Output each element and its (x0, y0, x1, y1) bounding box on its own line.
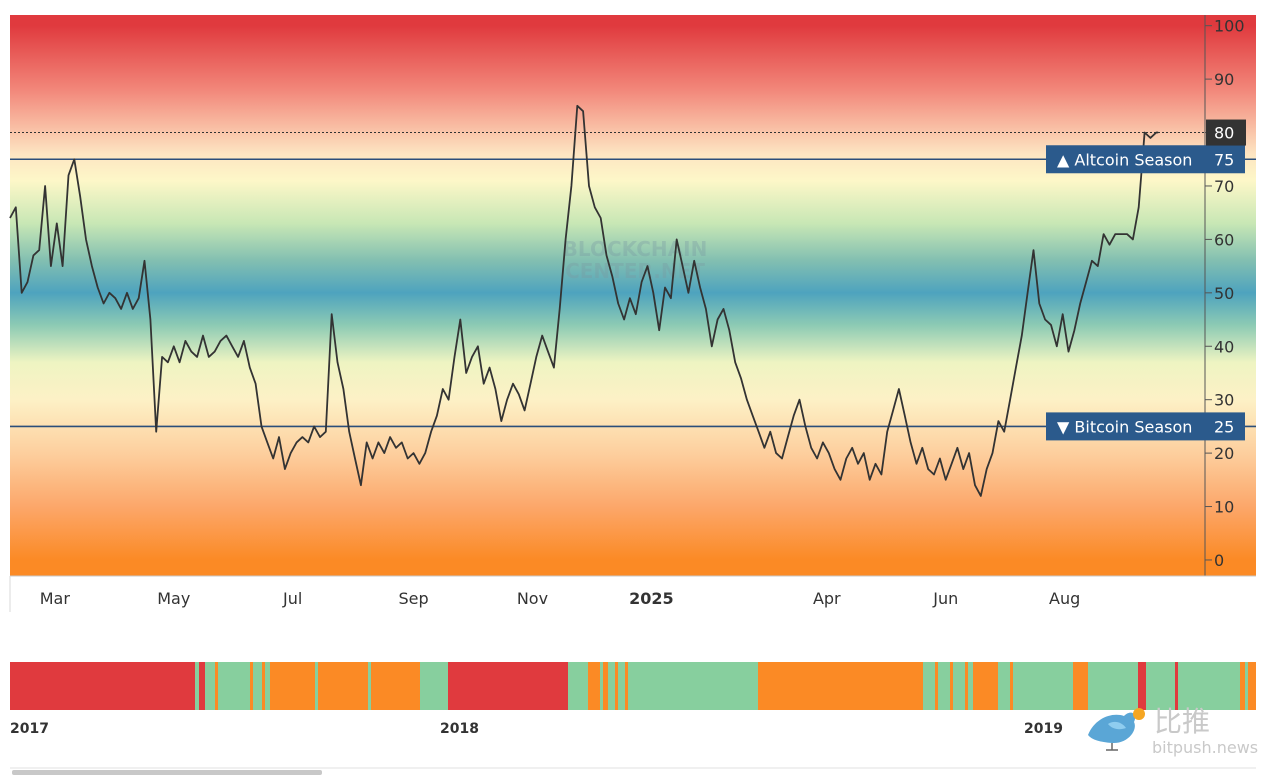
y-tick-label-50: 50 (1214, 284, 1234, 303)
x-tick-label-nov: Nov (517, 589, 548, 608)
bitcoin-season-badge-label: ▼ Bitcoin Season (1057, 417, 1192, 436)
logo-english-text: bitpush.news (1152, 738, 1258, 757)
navigator-stripe-4 (368, 662, 371, 710)
navigator-segment-11 (758, 662, 923, 710)
navigator-label-2018: 2018 (440, 721, 479, 737)
navigator-segment-10 (608, 662, 758, 710)
navigator-label-2019: 2019 (1024, 721, 1063, 737)
navigator-segment-16 (1088, 662, 1138, 710)
navigator-segment-2 (199, 662, 205, 710)
x-axis-ticks: Mar May Jul Sep Nov 2025 Apr Jun Aug (40, 589, 1081, 608)
y-tick-label-100: 100 (1214, 17, 1245, 36)
navigator-segment-9 (588, 662, 608, 710)
navigator-stripe-1 (250, 662, 253, 710)
navigator-segment-18 (1146, 662, 1240, 710)
navigator-segment-17 (1138, 662, 1146, 710)
threshold-badges: ▲ Altcoin Season 75 ▼ Bitcoin Season 25 (1046, 145, 1245, 441)
x-tick-label-mar: Mar (40, 589, 71, 608)
navigator-segment-4 (270, 662, 420, 710)
navigator-label-2017: 2017 (10, 721, 49, 737)
current-value-badge-label: 80 (1214, 124, 1234, 143)
x-tick-label-jul: Jul (282, 589, 302, 608)
navigator-stripe-12 (1175, 662, 1178, 710)
navigator-stripe-9 (950, 662, 953, 710)
navigator-stripe-11 (1010, 662, 1013, 710)
navigator-segment-14 (998, 662, 1073, 710)
watermark-line-1: BLOCKCHAIN (563, 237, 708, 261)
navigator-stripe-13 (1245, 662, 1248, 710)
y-tick-label-70: 70 (1214, 177, 1234, 196)
logo-chinese-text: 比推 (1154, 705, 1210, 738)
x-tick-label-apr: Apr (813, 589, 841, 608)
y-tick-label-30: 30 (1214, 391, 1234, 410)
altcoin-season-badge-label: ▲ Altcoin Season (1057, 150, 1192, 169)
navigator-segment-8 (568, 662, 588, 710)
altcoin-season-badge (1046, 145, 1245, 174)
navigator-segment-13 (973, 662, 998, 710)
navigator-stripe-10 (965, 662, 968, 710)
navigator-stripe-0 (215, 662, 218, 710)
navigator-segment-1 (195, 662, 199, 710)
bird-icon (1088, 708, 1145, 751)
navigator-strip[interactable] (10, 662, 1256, 710)
navigator-stripe-5 (600, 662, 603, 710)
current-value-badge: 80 (1206, 119, 1246, 146)
navigator-stripe-2 (262, 662, 265, 710)
navigator-segment-3 (205, 662, 270, 710)
bitpush-logo: 比推 bitpush.news (1088, 705, 1258, 757)
y-tick-label-10: 10 (1214, 498, 1234, 517)
x-tick-label-aug: Aug (1049, 589, 1080, 608)
current-value-badge-bg (1206, 119, 1246, 146)
navigator-stripe-6 (615, 662, 618, 710)
bitcoin-season-badge (1046, 412, 1245, 441)
navigator-segment-6 (448, 662, 458, 710)
plot-background (10, 15, 1256, 576)
navigator-segment-5 (420, 662, 448, 710)
navigator-stripe-3 (315, 662, 318, 710)
y-tick-label-0: 0 (1214, 551, 1224, 570)
x-tick-label-may: May (157, 589, 190, 608)
y-tick-label-60: 60 (1214, 230, 1234, 249)
y-tick-label-20: 20 (1214, 444, 1234, 463)
y-tick-label-90: 90 (1214, 70, 1234, 89)
x-tick-label-sep: Sep (398, 589, 428, 608)
navigator-stripe-8 (935, 662, 938, 710)
navigator-segment-0 (10, 662, 195, 710)
navigator-scrollbar-thumb[interactable] (12, 770, 322, 775)
navigator-segment-12 (923, 662, 973, 710)
navigator-segment-15 (1073, 662, 1088, 710)
navigator-segment-7 (458, 662, 568, 710)
y-tick-label-40: 40 (1214, 337, 1234, 356)
bitcoin-season-badge-value: 25 (1214, 417, 1234, 436)
altcoin-index-line (9, 104, 1159, 497)
altcoin-season-badge-value: 75 (1214, 150, 1234, 169)
x-tick-label-jun: Jun (932, 589, 958, 608)
navigator-labels: 2017 2018 2019 (10, 721, 1063, 737)
navigator-stripe-7 (625, 662, 628, 710)
x-tick-label-2025: 2025 (629, 589, 674, 608)
